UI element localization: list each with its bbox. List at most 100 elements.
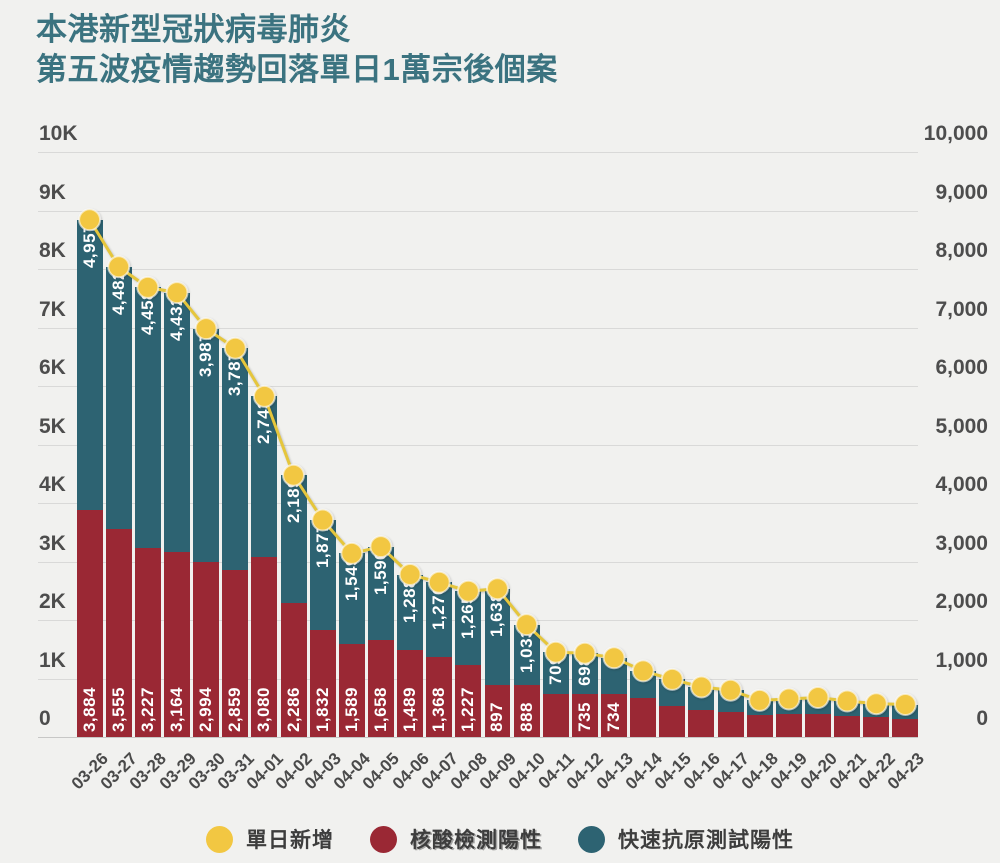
daily-total-dot [719, 678, 743, 702]
gridline [38, 152, 918, 153]
chart-title-line2: 第五波疫情趨勢回落單日1萬宗後個案 [36, 52, 558, 87]
bar-stack-03-29: 4,432 3,164 [164, 292, 190, 737]
bar-segment-pcr: 3,884 [76, 509, 103, 737]
legend: 單日新增 核酸檢測陽性 快速抗原測試陽性 [0, 824, 1000, 854]
bar-segment-rat: 4,458 [134, 287, 161, 549]
bar-stack-04-02: 2,189 2,286 [280, 475, 307, 737]
daily-total-dot [777, 687, 801, 711]
y-tick-right: 0 [976, 707, 988, 730]
bar-segment-pcr: 1,658 [367, 640, 394, 737]
bar-segment-pcr [805, 713, 831, 737]
daily-total-dot [340, 541, 364, 565]
bar-segment-rat: 1,877 [309, 520, 336, 630]
bar-segment-pcr: 3,164 [164, 551, 190, 737]
y-tick-right: 4,000 [935, 473, 988, 496]
bar-segment-pcr: 888 [513, 685, 540, 737]
bar-stack-03-28: 4,458 3,227 [134, 287, 161, 737]
daily-total-dot [690, 675, 713, 699]
daily-total-dot [515, 613, 539, 637]
bar-segment-pcr: 1,368 [426, 656, 453, 737]
bar-segment-rat: 1,265 [455, 591, 482, 666]
gridline [38, 210, 918, 212]
bar-stack-03-30: 3,987 2,994 [193, 328, 220, 737]
daily-total-dot [223, 336, 247, 360]
bar-segment-pcr [717, 712, 744, 737]
bar-stack-04-05: 1,596 1,658 [367, 546, 394, 737]
bar-segment-pcr [892, 718, 919, 737]
bar-segment-pcr: 734 [601, 694, 628, 737]
y-tick-left: 10K [39, 122, 78, 145]
bar-segment-rat: 1,638 [484, 588, 511, 685]
gridline [38, 269, 918, 270]
daily-total-dot [864, 692, 888, 716]
legend-item-daily-new: 單日新增 [206, 824, 334, 854]
daily-total-dot [486, 577, 509, 601]
daily-total-dot [573, 641, 597, 665]
legend-item-pcr-positive: 核酸檢測陽性 [370, 824, 542, 854]
y-tick-left: 0 [39, 707, 51, 730]
y-tick-left: 5K [39, 414, 66, 438]
bar-stack-04-04: 1,549 1,589 [338, 553, 365, 737]
chart-title-line1: 本港新型冠狀病毒肺炎 [36, 12, 351, 47]
bar-segment-pcr [863, 717, 890, 737]
bar-segment-rat: 1,549 [338, 553, 365, 645]
y-tick-left: 8K [39, 239, 66, 262]
bar-stack-04-07: 1,276 1,368 [426, 582, 453, 737]
gridline [38, 737, 918, 738]
bar-segment-pcr: 2,286 [280, 603, 307, 737]
bar-segment-rat: 1,288 [397, 574, 424, 650]
bar-segment-rat: 4,482 [105, 266, 132, 530]
daily-total-dot [893, 693, 917, 716]
daily-total-dot [194, 317, 218, 341]
y-tick-left: 6K [39, 356, 66, 379]
y-tick-right: 2,000 [935, 590, 988, 613]
bar-segment-pcr [775, 714, 802, 737]
daily-total-line-layer [78, 208, 917, 716]
plot-area: 4,957 3,884 4,482 3,555 4,458 3,227 4,432 3,164… [68, 152, 928, 793]
bar-stack-03-31: 3,787 2,859 [222, 348, 249, 737]
gridline [38, 444, 918, 446]
y-tick-right: 3,000 [935, 531, 988, 555]
bar-segment-pcr: 1,589 [338, 644, 365, 737]
y-tick-right: 10,000 [923, 122, 988, 145]
daily-total-dot [107, 255, 131, 279]
y-tick-right: 9,000 [935, 180, 988, 204]
bar-segment-pcr: 3,227 [134, 548, 161, 737]
bar-segment-pcr: 735 [571, 694, 598, 737]
bar-segment-rat: 3,987 [193, 328, 220, 562]
daily-total-dot [456, 579, 480, 603]
legend-rat-dot-icon [578, 825, 605, 853]
bar-segment-rat: 3,787 [222, 348, 249, 570]
daily-total-dot [165, 281, 189, 305]
gridline [38, 503, 918, 504]
bar-stack-04-01: 2,743 3,080 [251, 396, 278, 737]
daily-total-dot [369, 535, 393, 559]
legend-item-rat-positive: 快速抗原測試陽性 [578, 824, 794, 854]
bar-segment-pcr [688, 709, 715, 737]
bar-segment-pcr: 1,832 [309, 629, 336, 737]
y-tick-right: 7,000 [935, 297, 988, 321]
bar-stack-03-27: 4,482 3,555 [105, 266, 132, 737]
y-tick-left: 7K [39, 297, 66, 321]
legend-daily-new-dot-icon [206, 825, 233, 853]
bar-segment-rat: 1,276 [426, 582, 453, 657]
daily-total-dot [427, 570, 451, 594]
bar-segment-pcr: 897 [484, 684, 511, 737]
y-tick-right: 5,000 [935, 414, 988, 438]
bar-stack-04-08: 1,265 1,227 [455, 591, 482, 737]
bar-segment-pcr [659, 705, 686, 737]
gridline [38, 327, 918, 329]
daily-total-dot [631, 659, 655, 683]
y-tick-left: 9K [39, 180, 66, 204]
legend-rat-label: 快速抗原測試陽性 [618, 829, 794, 852]
bar-segment-pcr [834, 715, 861, 737]
legend-pcr-dot-icon [370, 825, 397, 853]
daily-total-dot [252, 384, 276, 408]
bar-stack-04-06: 1,288 1,489 [397, 574, 424, 737]
bar-stack-03-26: 4,957 3,884 [76, 219, 103, 737]
daily-total-line [88, 219, 906, 706]
bar-segment-rat: 1,596 [367, 546, 394, 641]
gridline [38, 386, 918, 387]
daily-total-dot [748, 688, 772, 712]
